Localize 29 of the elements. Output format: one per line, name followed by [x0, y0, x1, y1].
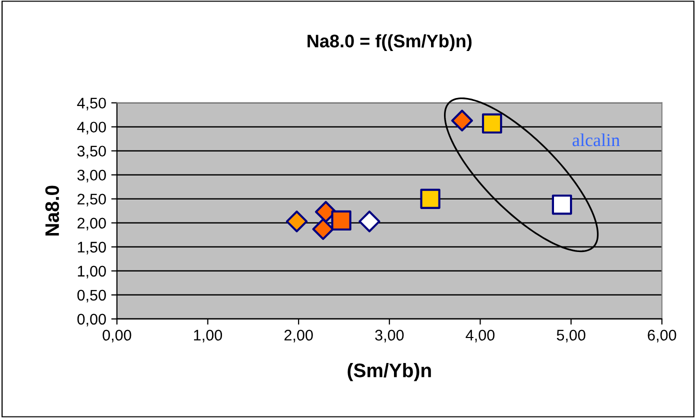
x-tick-label: 0,00: [102, 330, 132, 342]
point: [358, 210, 380, 232]
y-tick-label: 2,50: [78, 194, 106, 206]
point: [451, 110, 473, 132]
point: [312, 218, 334, 240]
y-axis-title: Na8.0: [45, 186, 60, 236]
annotation: alcalin: [572, 134, 620, 146]
y-tick-label: 1,00: [78, 266, 106, 278]
point: [552, 194, 572, 215]
x-tick-label: 2,00: [284, 330, 313, 342]
y-tick-label: 0,00: [77, 314, 106, 326]
y-tick-label: 3,00: [77, 170, 106, 182]
point: [420, 188, 440, 209]
x-tick-label: 6,00: [648, 330, 676, 342]
y-tick-label: 2,00: [78, 218, 106, 230]
x-tick-label: 5,00: [556, 330, 586, 342]
y-tick-label: 3,50: [77, 146, 106, 158]
point: [286, 210, 308, 232]
y-tick-label: 4,50: [77, 98, 106, 110]
x-tick-label: 4,00: [466, 330, 495, 342]
y-tick-label: 0,50: [77, 290, 106, 302]
x-axis-title: (Sm/Yb)n: [348, 363, 431, 382]
y-tick-label: 1,50: [78, 242, 106, 254]
x-tick-label: 3,00: [375, 330, 404, 342]
y-tick-label: 4,00: [77, 122, 106, 134]
point: [331, 210, 352, 231]
point: [482, 113, 502, 134]
x-tick-label: 1,00: [194, 330, 222, 342]
chart-title: Na8.0 = f((Sm/Yb)n): [308, 34, 472, 52]
